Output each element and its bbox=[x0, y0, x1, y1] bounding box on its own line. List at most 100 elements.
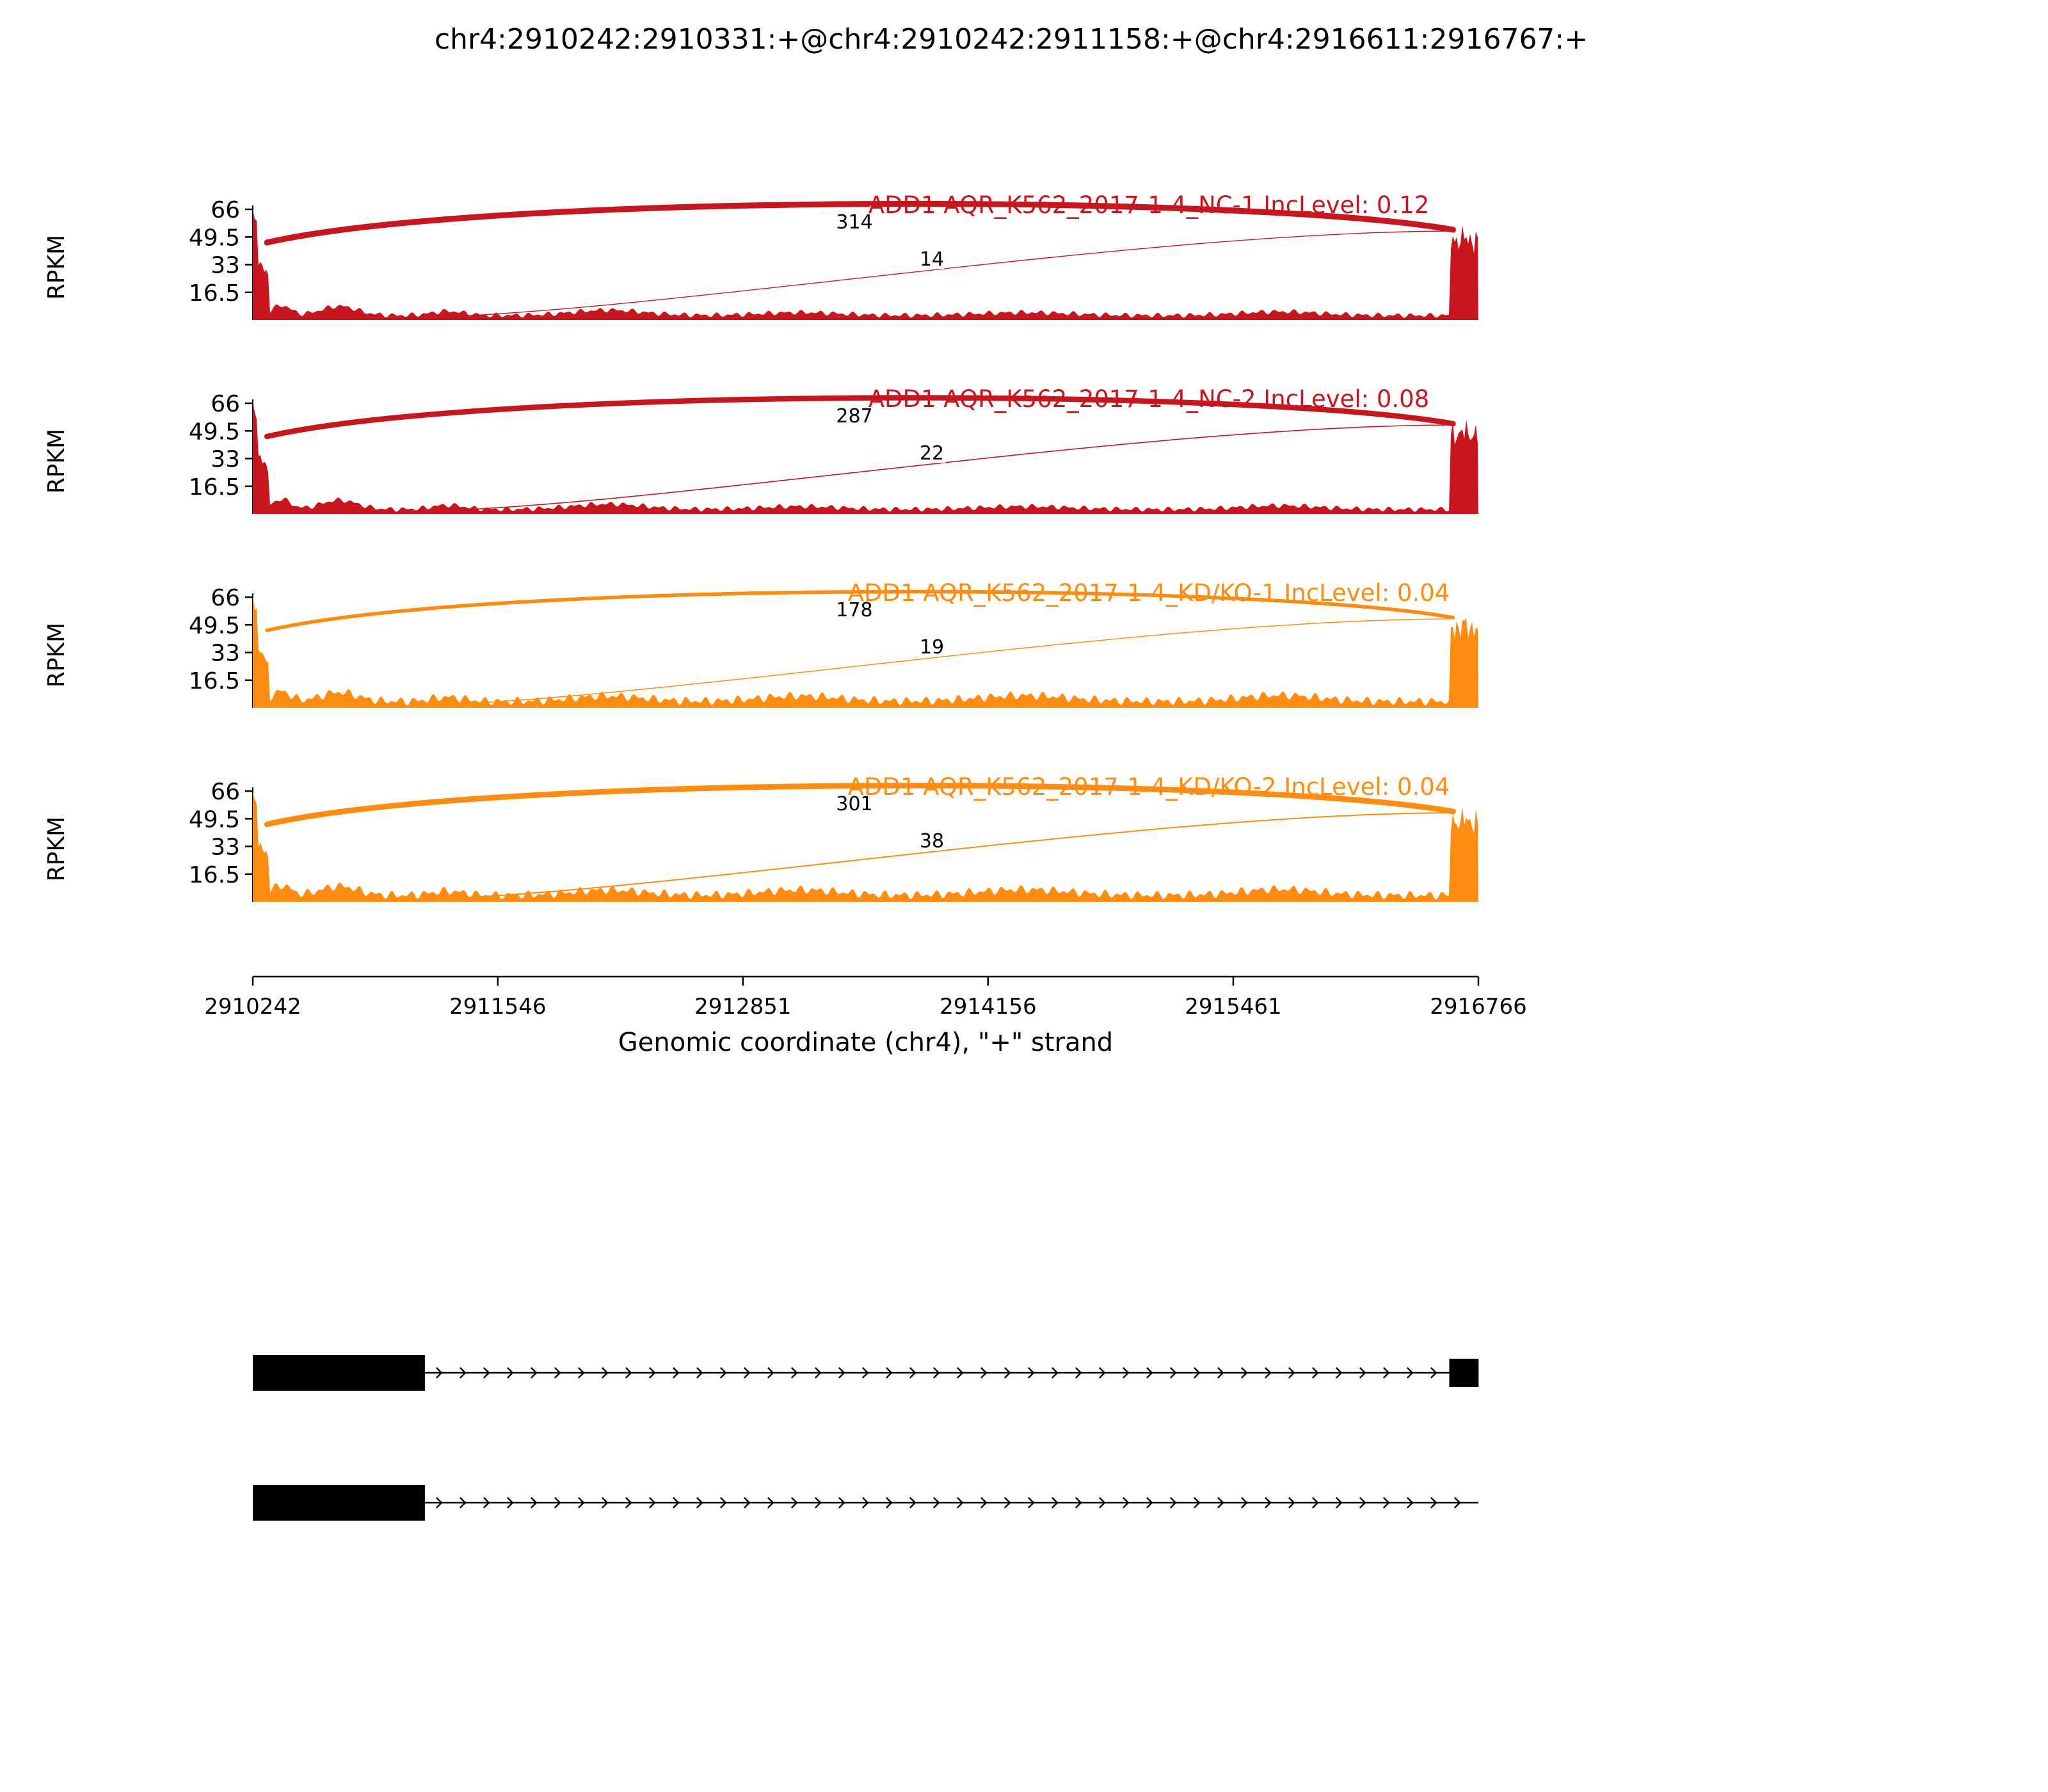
chevron-right-icon bbox=[507, 1497, 514, 1508]
chevron-right-icon bbox=[1359, 1497, 1366, 1508]
chevron-right-icon bbox=[909, 1497, 916, 1508]
chevron-right-icon bbox=[1241, 1367, 1248, 1379]
junction-arc-skipping bbox=[424, 812, 1452, 900]
chevron-right-icon bbox=[1407, 1497, 1414, 1508]
chevron-right-icon bbox=[980, 1367, 988, 1379]
chevron-right-icon bbox=[1312, 1497, 1319, 1508]
junction-count-label: 301 bbox=[836, 793, 872, 815]
chevron-right-icon bbox=[1075, 1367, 1082, 1379]
chevron-right-icon bbox=[1146, 1497, 1153, 1508]
chevron-right-icon bbox=[1265, 1367, 1272, 1379]
track-title: ADD1 AQR_K562_2017-1-4_KD/KO-1 IncLevel:… bbox=[848, 579, 1450, 607]
chevron-right-icon bbox=[1383, 1367, 1390, 1379]
chevron-right-icon bbox=[980, 1497, 988, 1508]
chevron-right-icon bbox=[507, 1367, 514, 1379]
chevron-right-icon bbox=[1170, 1367, 1177, 1379]
chevron-right-icon bbox=[483, 1367, 490, 1379]
chevron-right-icon bbox=[1170, 1497, 1177, 1508]
chevron-right-icon bbox=[791, 1497, 798, 1508]
chevron-right-icon bbox=[1052, 1367, 1059, 1379]
chevron-right-icon bbox=[436, 1497, 443, 1508]
chevron-right-icon bbox=[957, 1367, 964, 1379]
exon-rect bbox=[253, 1355, 425, 1391]
chevron-right-icon bbox=[1075, 1497, 1082, 1508]
y-axis-title: RPKM bbox=[44, 235, 70, 300]
chevron-right-icon bbox=[531, 1497, 538, 1508]
junction-count-label: 19 bbox=[920, 636, 944, 659]
junction-count-label: 287 bbox=[836, 405, 872, 428]
chevron-right-icon bbox=[933, 1367, 940, 1379]
chevron-right-icon bbox=[744, 1367, 751, 1379]
x-axis-tick-label: 2912851 bbox=[694, 994, 791, 1020]
junction-count-label: 14 bbox=[920, 248, 944, 271]
y-axis-tick-label: 66 bbox=[211, 779, 240, 805]
y-axis-tick-label: 66 bbox=[211, 585, 240, 611]
junction-arc-inclusion bbox=[264, 395, 1456, 440]
chevron-right-icon bbox=[1099, 1497, 1106, 1508]
plot-title: chr4:2910242:2910331:+@chr4:2910242:2911… bbox=[434, 23, 1588, 56]
chevron-right-icon bbox=[1146, 1367, 1153, 1379]
y-axis-tick-label: 66 bbox=[211, 197, 240, 223]
chevron-right-icon bbox=[1430, 1367, 1437, 1379]
y-axis-tick-label: 66 bbox=[211, 391, 240, 417]
junction-arc-inclusion bbox=[264, 200, 1457, 246]
chevron-right-icon bbox=[1123, 1497, 1130, 1508]
chevron-right-icon bbox=[602, 1497, 609, 1508]
intron-arrow-icons bbox=[436, 1497, 1461, 1508]
chevron-right-icon bbox=[1430, 1497, 1437, 1508]
chevron-right-icon bbox=[460, 1497, 467, 1508]
chevron-right-icon bbox=[862, 1497, 869, 1508]
chevron-right-icon bbox=[720, 1497, 727, 1508]
chevron-right-icon bbox=[696, 1497, 703, 1508]
chevron-right-icon bbox=[673, 1367, 680, 1379]
junction-arc-skipping bbox=[424, 618, 1452, 706]
chevron-right-icon bbox=[1004, 1497, 1011, 1508]
isoform-diagram bbox=[253, 1355, 1479, 1521]
junction-count-label: 22 bbox=[920, 442, 944, 465]
chevron-right-icon bbox=[815, 1367, 822, 1379]
chevron-right-icon bbox=[1454, 1497, 1461, 1508]
x-axis-tick-label: 2911546 bbox=[449, 994, 546, 1020]
track-title: ADD1 AQR_K562_2017-1-4_NC-1 IncLevel: 0.… bbox=[868, 191, 1430, 219]
chevron-right-icon bbox=[578, 1497, 585, 1508]
chevron-right-icon bbox=[1407, 1367, 1414, 1379]
junction-arc-skipping bbox=[424, 424, 1452, 512]
chevron-right-icon bbox=[1288, 1367, 1295, 1379]
chevron-right-icon bbox=[1028, 1367, 1035, 1379]
chevron-right-icon bbox=[1288, 1497, 1295, 1508]
x-axis-tick-label: 2910242 bbox=[204, 994, 301, 1020]
chevron-right-icon bbox=[673, 1497, 680, 1508]
chevron-right-icon bbox=[791, 1367, 798, 1379]
y-axis-tick-label: 49.5 bbox=[189, 225, 240, 251]
chevron-right-icon bbox=[838, 1497, 845, 1508]
chevron-right-icon bbox=[1383, 1497, 1390, 1508]
chevron-right-icon bbox=[720, 1367, 727, 1379]
x-axis-tick-label: 2914156 bbox=[940, 994, 1036, 1020]
junction-count-label: 38 bbox=[920, 830, 944, 852]
chevron-right-icon bbox=[625, 1367, 632, 1379]
chevron-right-icon bbox=[1336, 1497, 1343, 1508]
exon-rect bbox=[1449, 1359, 1479, 1387]
y-axis-tick-label: 16.5 bbox=[189, 668, 240, 694]
junction-arc-inclusion bbox=[264, 783, 1456, 828]
y-axis-tick-label: 16.5 bbox=[189, 474, 240, 500]
chevron-right-icon bbox=[1028, 1497, 1035, 1508]
chevron-right-icon bbox=[957, 1497, 964, 1508]
chevron-right-icon bbox=[1241, 1497, 1248, 1508]
track-title: ADD1 AQR_K562_2017-1-4_KD/KO-2 IncLevel:… bbox=[848, 773, 1450, 801]
chevron-right-icon bbox=[649, 1367, 656, 1379]
y-axis-title: RPKM bbox=[44, 623, 70, 687]
x-axis: 2910242 2911546 2912851 2914156 2915461 29167… bbox=[204, 975, 1527, 1020]
y-axis-tick-label: 49.5 bbox=[189, 806, 240, 833]
chevron-right-icon bbox=[1265, 1497, 1272, 1508]
chevron-right-icon bbox=[554, 1497, 561, 1508]
x-axis-label: Genomic coordinate (chr4), "+" strand bbox=[618, 1028, 1114, 1057]
track-title: ADD1 AQR_K562_2017-1-4_NC-2 IncLevel: 0.… bbox=[868, 385, 1430, 413]
junction-count-label: 178 bbox=[836, 599, 872, 621]
chevron-right-icon bbox=[578, 1367, 585, 1379]
isoform-row-2 bbox=[253, 1485, 1478, 1521]
chevron-right-icon bbox=[838, 1367, 845, 1379]
